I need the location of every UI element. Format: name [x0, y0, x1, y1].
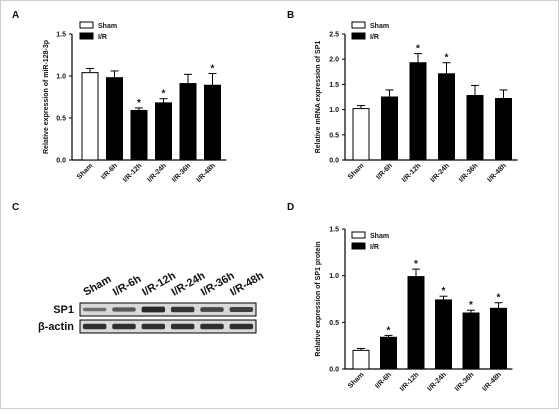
panel-label-b: B	[287, 10, 294, 21]
bar-d	[352, 349, 370, 370]
y-axis-label-d: Relative expression of SP1 protein	[315, 241, 322, 356]
bar-b	[495, 98, 512, 161]
chart-a: 0.0 0.5 1.0 1.5 Relative expression of miR-1…	[43, 21, 227, 184]
panel-label-d: D	[287, 202, 294, 213]
blot-band	[141, 306, 166, 313]
blot-strip	[79, 302, 257, 317]
legend-label-b: Sham	[370, 23, 389, 30]
blot-strip	[79, 319, 257, 334]
panel-label-c: C	[12, 202, 19, 213]
y-tick-label-b: 2.5	[329, 32, 339, 39]
significance-marker-d: *	[469, 300, 473, 311]
bar-d	[462, 312, 480, 370]
y-tick-label-b: 0.0	[329, 158, 339, 165]
y-tick-label-b: 1.0	[329, 107, 339, 114]
bar-b	[438, 73, 455, 161]
significance-marker-d: *	[442, 286, 446, 297]
y-tick-label-a: 1.5	[56, 32, 66, 39]
bar-d	[407, 276, 425, 370]
bar-a	[130, 109, 148, 161]
bar-d	[490, 307, 507, 370]
significance-marker-a: *	[162, 89, 166, 100]
blot-band	[229, 323, 254, 330]
y-tick-label-b: 2.0	[329, 57, 339, 64]
bar-a	[106, 77, 123, 161]
bar-b	[409, 62, 427, 161]
y-axis-label-b: Relative mRNA expression of SP1	[315, 41, 322, 154]
blot-band	[82, 307, 107, 312]
y-tick-label-a: 0.0	[56, 158, 66, 165]
bar-b	[352, 108, 370, 161]
bar-d	[380, 336, 397, 370]
significance-marker-b: *	[445, 53, 449, 64]
y-tick-label-a: 1.0	[56, 74, 66, 81]
bar-d	[435, 299, 452, 370]
legend-label-d: I/R	[370, 244, 379, 251]
legend-swatch-b	[351, 21, 366, 29]
legend-label-a: Sham	[98, 23, 117, 30]
significance-marker-d: *	[414, 259, 418, 270]
y-tick-label-b: 1.5	[329, 82, 339, 89]
y-tick-label-d: 0.0	[329, 367, 339, 374]
significance-marker-d: *	[497, 293, 501, 304]
legend-swatch-a	[79, 32, 94, 40]
legend-label-a: I/R	[98, 34, 107, 41]
significance-marker-a: *	[137, 98, 141, 109]
legend-swatch-b	[351, 32, 366, 40]
blot-band	[200, 323, 224, 330]
legend-label-d: Sham	[370, 233, 389, 240]
bar-b	[466, 94, 484, 161]
legend-swatch-a	[79, 21, 94, 29]
chart-d: 0.0 0.5 1.0 1.5 Relative expression of SP1 p…	[315, 227, 513, 393]
blot-band	[141, 323, 166, 330]
y-tick-label-d: 1.5	[329, 227, 339, 234]
legend-label-b: I/R	[370, 34, 379, 41]
blot-band	[112, 323, 136, 330]
y-tick-label-a: 0.5	[56, 116, 66, 123]
blot-band	[82, 323, 107, 330]
blot-row-label: β-actin	[38, 321, 74, 333]
bar-a	[204, 84, 221, 161]
blot-band	[200, 307, 224, 312]
blot-band	[170, 323, 195, 330]
y-tick-label-d: 1.0	[329, 273, 339, 280]
legend-swatch-d	[351, 242, 366, 250]
panel-label-a: A	[12, 10, 19, 21]
y-tick-label-b: 0.5	[329, 132, 339, 139]
y-tick-label-d: 0.5	[329, 320, 339, 327]
significance-marker-a: *	[211, 63, 215, 74]
blot-band	[170, 306, 195, 313]
blot-row-label: SP1	[53, 304, 74, 316]
significance-marker-d: *	[387, 325, 391, 336]
bar-a	[81, 72, 99, 161]
legend-swatch-d	[351, 231, 366, 239]
blot-band	[229, 307, 254, 312]
bar-a	[155, 102, 172, 161]
blot-band	[112, 307, 136, 312]
significance-marker-b: *	[416, 44, 420, 55]
bar-b	[381, 96, 398, 161]
y-axis-label-a: Relative expression of miR-128-3p	[43, 40, 50, 154]
bar-a	[179, 83, 197, 161]
